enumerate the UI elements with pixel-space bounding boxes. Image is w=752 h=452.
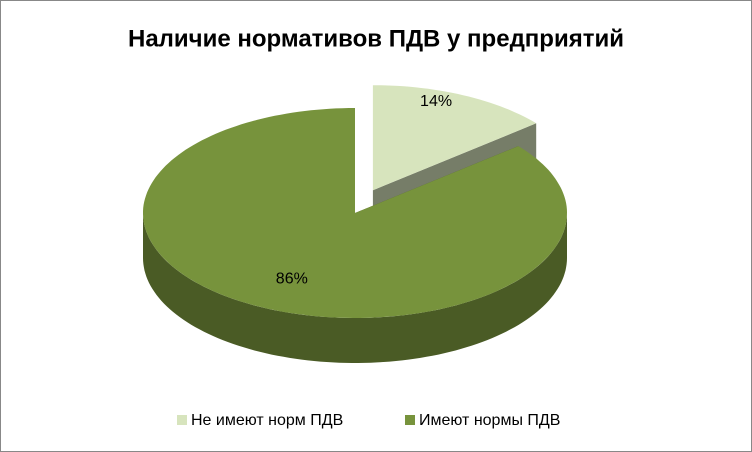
legend-marker <box>405 415 415 425</box>
legend-marker <box>177 415 187 425</box>
legend-label: Не имеют норм ПДВ <box>191 412 343 429</box>
slice-wall <box>143 213 567 363</box>
slice <box>143 108 567 318</box>
legend-label: Имеют нормы ПДВ <box>419 412 560 429</box>
data-label: 86% <box>276 271 308 288</box>
data-label: 14% <box>420 93 452 110</box>
chart-title: Наличие нормативов ПДВ у предприятий <box>128 25 624 52</box>
slice <box>372 85 537 191</box>
